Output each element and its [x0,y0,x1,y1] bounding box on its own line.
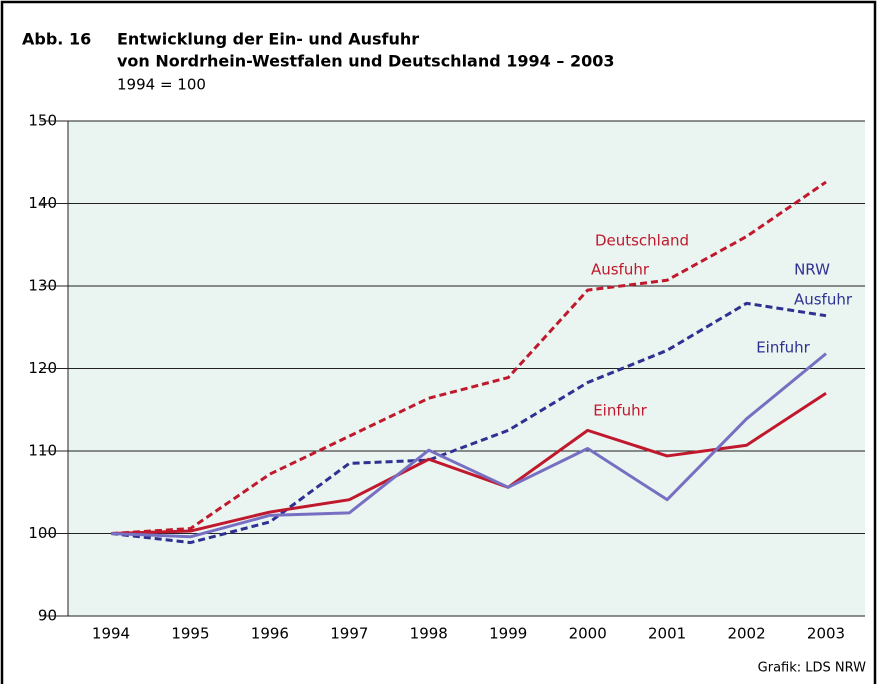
x-tick-label: 2001 [648,625,686,643]
series-line [110,180,827,535]
x-tick-label: 1994 [92,625,130,643]
series-line [110,352,827,539]
x-tick-label: 2002 [727,625,765,643]
figure-label: Abb. 16 [22,30,91,49]
x-tick-label: 1998 [410,625,448,643]
annotation: Ausfuhr [591,261,650,279]
x-tick-label: 1997 [330,625,368,643]
x-tick-label: 2003 [807,625,845,643]
x-tick-label: 2000 [569,625,607,643]
chart-title: Entwicklung der Ein- und Ausfuhr [117,30,419,49]
x-tick-label: 1995 [171,625,209,643]
annotation: Einfuhr [593,402,647,420]
source: Grafik: LDS NRW [758,661,866,676]
annotation: Ausfuhr [794,291,853,309]
annotation: Deutschland [595,232,689,250]
x-tick-label: 1996 [251,625,289,643]
x-tick-label: 1999 [489,625,527,643]
subtitle: 1994 = 100 [117,76,206,94]
annotation: NRW [794,261,830,279]
annotation: Einfuhr [756,339,810,357]
series-line [110,301,827,545]
chart-title-2: von Nordrhein-Westfalen und Deutschland … [117,52,614,71]
series-line [110,391,827,535]
